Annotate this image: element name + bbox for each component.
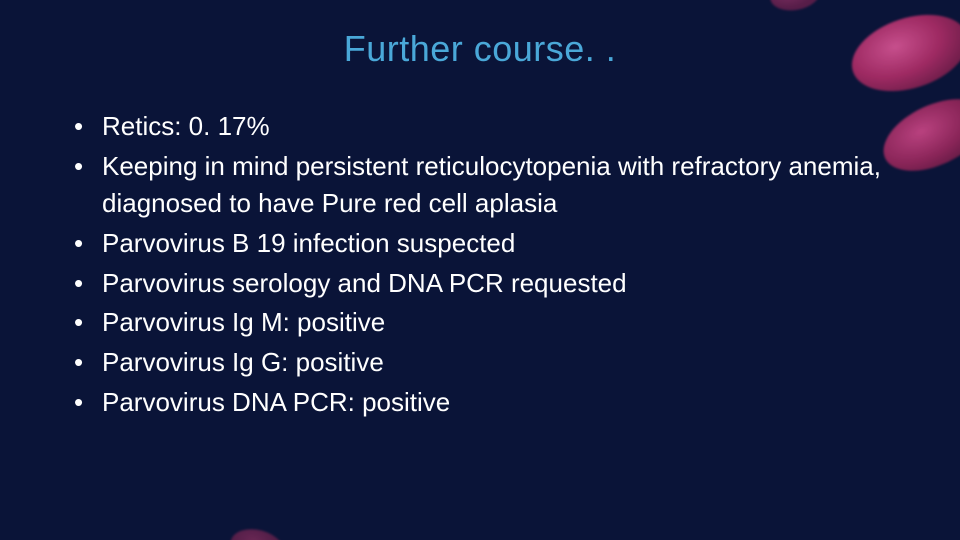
list-item: Retics: 0. 17% <box>60 108 900 146</box>
slide-container: Further course. . Retics: 0. 17% Keeping… <box>0 0 960 540</box>
slide-title: Further course. . <box>60 28 900 70</box>
bullet-list: Retics: 0. 17% Keeping in mind persisten… <box>60 108 900 422</box>
list-item: Parvovirus Ig M: positive <box>60 304 900 342</box>
list-item: Keeping in mind persistent reticulocytop… <box>60 148 900 223</box>
list-item: Parvovirus DNA PCR: positive <box>60 384 900 422</box>
list-item: Parvovirus Ig G: positive <box>60 344 900 382</box>
list-item: Parvovirus serology and DNA PCR requeste… <box>60 265 900 303</box>
list-item: Parvovirus B 19 infection suspected <box>60 225 900 263</box>
